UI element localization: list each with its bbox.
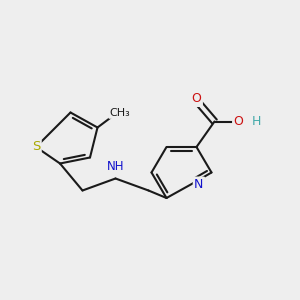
Text: H: H — [252, 115, 261, 128]
Text: N: N — [194, 178, 204, 191]
Text: O: O — [234, 115, 243, 128]
Text: O: O — [192, 92, 201, 106]
Text: CH₃: CH₃ — [110, 107, 130, 118]
Text: S: S — [32, 140, 40, 154]
Text: NH: NH — [107, 160, 124, 173]
